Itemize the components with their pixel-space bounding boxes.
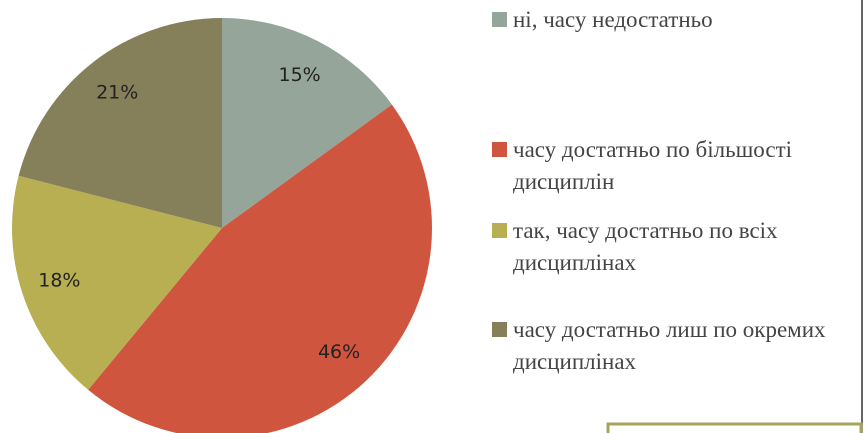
pie-slice: [18, 18, 223, 228]
data-label: 46%: [318, 341, 360, 363]
data-label: 18%: [38, 269, 80, 291]
data-label: 21%: [96, 81, 138, 103]
legend-swatch: [492, 142, 507, 157]
legend-item: ні, часу недостатньо: [490, 4, 860, 36]
legend-label: часу достатньо по більшості дисциплін: [513, 137, 793, 194]
legend-item: так, часу достатньо по всіх дисциплінах: [490, 215, 860, 279]
pie-slice: [12, 175, 223, 390]
legend-label: так, часу достатньо по всіх дисциплінах: [513, 218, 778, 275]
legend-label: ні, часу недостатньо: [513, 7, 713, 32]
legend: ні, часу недостатньо часу достатньо по бі…: [490, 0, 860, 433]
legend-swatch: [492, 12, 507, 27]
data-label: 15%: [279, 64, 321, 86]
legend-label: часу достатньо лиш по окремих дисципліна…: [513, 317, 826, 374]
pie-slice: [88, 104, 432, 433]
pie-slice: [222, 18, 392, 228]
legend-item: часу достатньо лиш по окремих дисципліна…: [490, 314, 860, 378]
box: [606, 422, 863, 433]
legend-swatch: [492, 322, 507, 337]
legend-swatch: [492, 223, 507, 238]
legend-item: часу достатньо по більшості дисциплін: [490, 134, 860, 198]
